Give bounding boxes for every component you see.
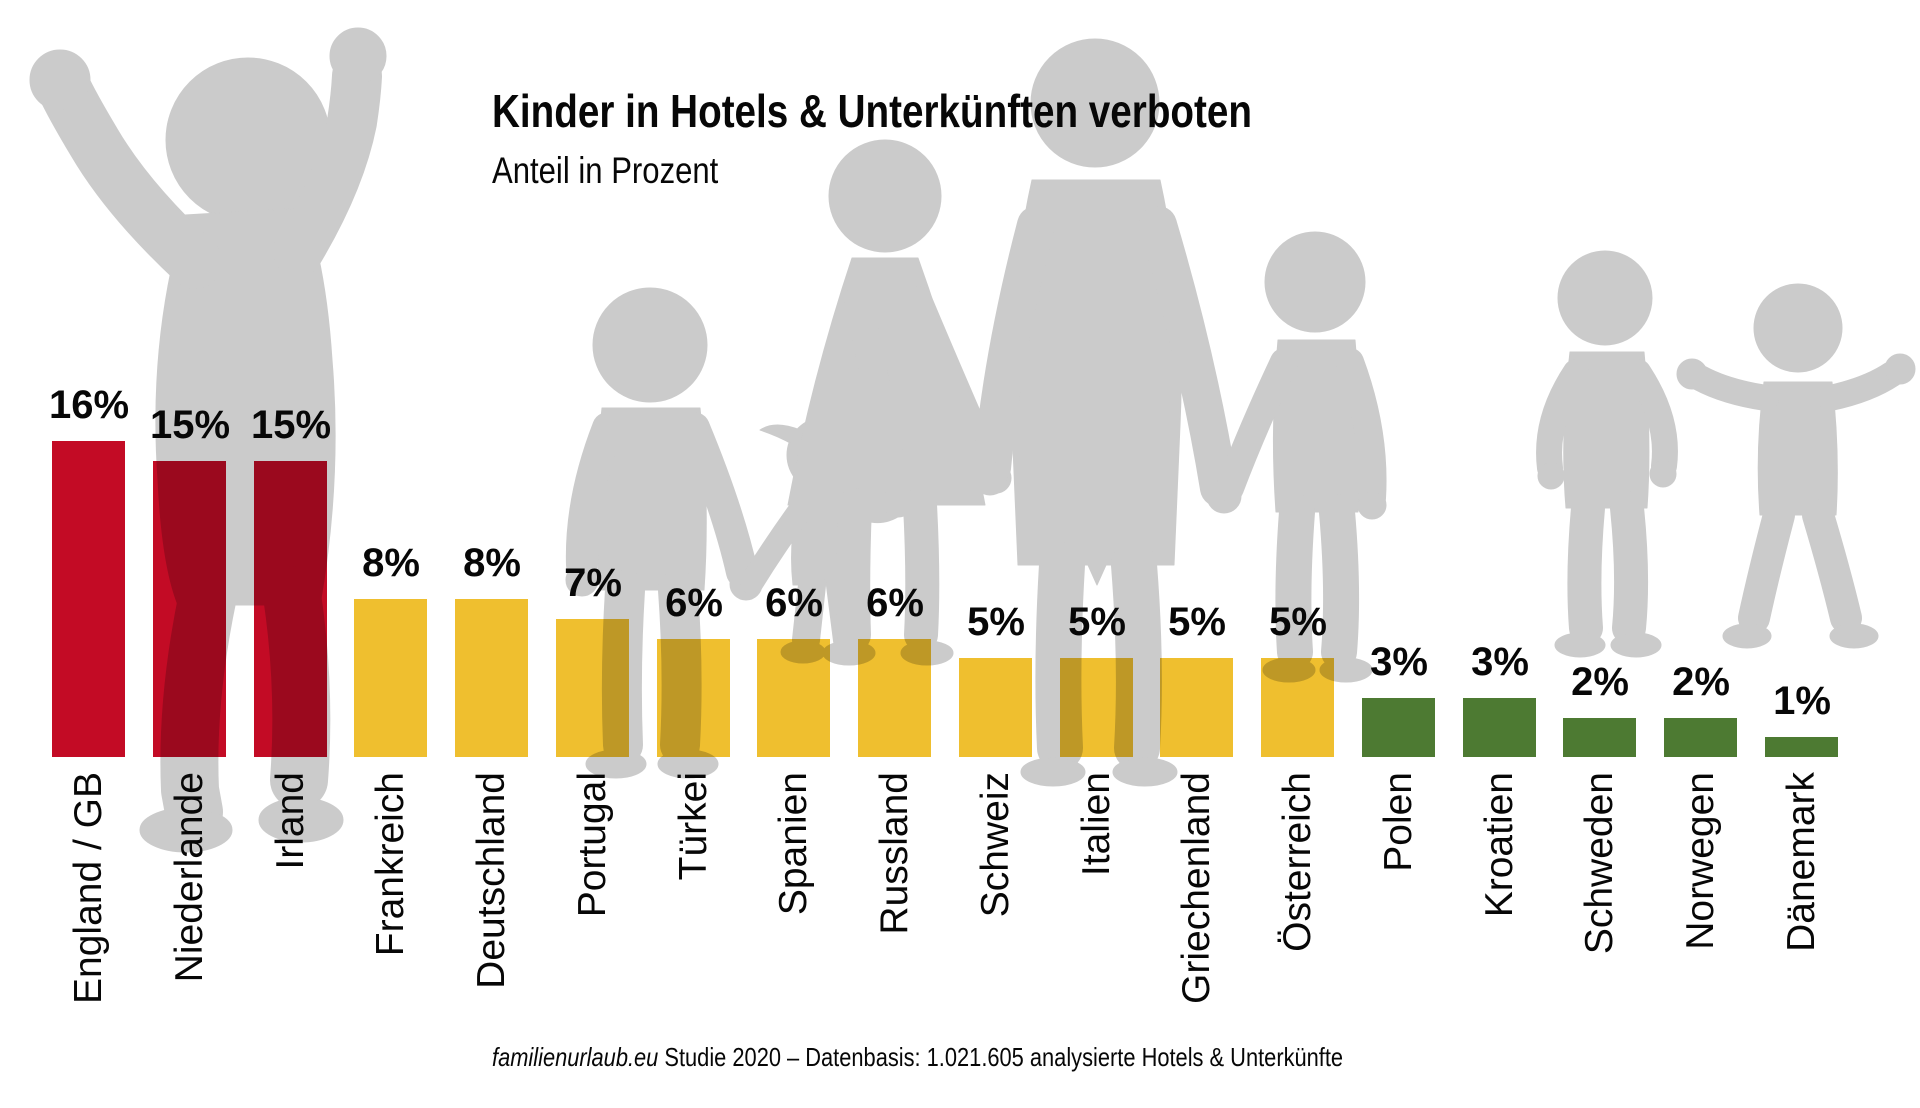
bar	[1362, 698, 1435, 757]
chart-title: Kinder in Hotels & Unterkünften verboten	[492, 85, 1252, 137]
bar	[657, 639, 730, 757]
source-note: familienurlaub.eu Studie 2020 – Datenbas…	[492, 1042, 1343, 1073]
silhouette-father	[972, 38, 1242, 787]
bar-category-label: Schweiz	[974, 772, 1017, 918]
bar-category-label: Türkei	[672, 772, 715, 881]
bar	[1765, 737, 1838, 757]
chart-subtitle: Anteil in Prozent	[492, 150, 719, 191]
silhouette-child-right	[1536, 250, 1678, 658]
bar	[1664, 718, 1737, 757]
bar	[1563, 718, 1636, 757]
bar	[354, 599, 427, 757]
bar-value-label: 5%	[1068, 600, 1126, 644]
bar-category-label: Griechenland	[1175, 772, 1218, 1004]
source-text: Studie 2020 – Datenbasis: 1.021.605 anal…	[658, 1042, 1344, 1072]
bar-category-label: Italien	[1075, 772, 1118, 877]
bar	[959, 658, 1032, 757]
bar	[757, 639, 830, 757]
bar-value-label: 6%	[765, 581, 823, 625]
bar-value-label: 6%	[866, 581, 924, 625]
bar-category-label: Irland	[269, 772, 312, 870]
bar-category-label: Österreich	[1276, 772, 1319, 952]
bar	[254, 461, 327, 757]
bar-category-label: Niederlande	[168, 772, 211, 983]
bar-category-label: Spanien	[772, 772, 815, 916]
bar	[858, 639, 931, 757]
bar-value-label: 2%	[1571, 660, 1629, 704]
bar-category-label: Dänemark	[1780, 772, 1823, 952]
bar	[1261, 658, 1334, 757]
bar-category-label: Polen	[1377, 772, 1420, 872]
bar-value-label: 5%	[967, 600, 1025, 644]
bar	[1463, 698, 1536, 757]
bar-category-label: Kroatien	[1478, 772, 1521, 918]
bar-category-label: Norwegen	[1679, 772, 1722, 950]
bar-category-label: Frankreich	[369, 772, 412, 957]
bar-category-label: Portugal	[571, 772, 614, 918]
bar	[1060, 658, 1133, 757]
bar-category-label: Deutschland	[470, 772, 513, 989]
bar-value-label: 5%	[1168, 600, 1226, 644]
bar-value-label: 5%	[1269, 600, 1327, 644]
bar	[1160, 658, 1233, 757]
bar-value-label: 8%	[463, 541, 521, 585]
silhouette-toddler-arms-out	[1676, 283, 1916, 649]
bar-value-label: 16%	[48, 383, 130, 427]
bar-category-label: Russland	[873, 772, 916, 935]
bar-value-label: 2%	[1672, 660, 1730, 704]
bar	[153, 461, 226, 757]
bar-category-label: England / GB	[67, 772, 110, 1004]
source-brand: familienurlaub.eu	[492, 1042, 659, 1072]
bar-category-label: Schweden	[1578, 772, 1621, 955]
bar-value-label: 3%	[1370, 640, 1428, 684]
bar-value-label: 15%	[250, 403, 332, 447]
bar-value-label: 6%	[665, 581, 723, 625]
bar	[455, 599, 528, 757]
bar-value-label: 3%	[1471, 640, 1529, 684]
bar-value-label: 1%	[1773, 679, 1831, 723]
bar-value-label: 15%	[149, 403, 231, 447]
bar	[52, 441, 125, 757]
bar	[556, 619, 629, 757]
bar-value-label: 8%	[362, 541, 420, 585]
bar-value-label: 7%	[564, 561, 622, 605]
